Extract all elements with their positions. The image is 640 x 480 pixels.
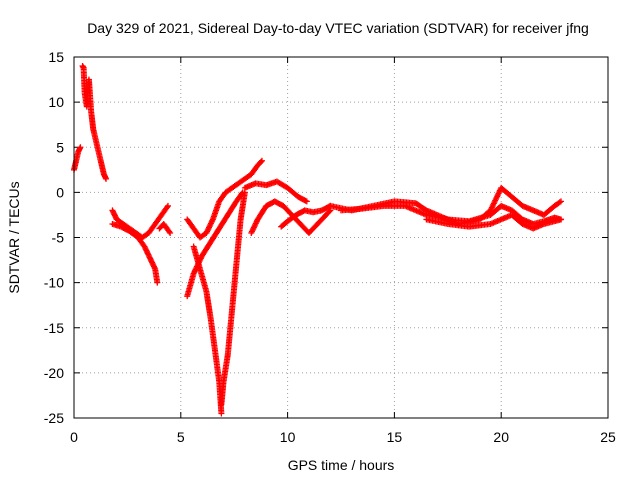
x-tick-label: 0 — [70, 429, 78, 445]
data-point-marker — [558, 198, 565, 205]
y-tick-label: 5 — [56, 139, 64, 155]
series-track-10 — [241, 178, 310, 205]
data-point-marker — [218, 410, 225, 417]
data-point-marker — [257, 158, 264, 165]
series-track-6 — [184, 157, 265, 241]
x-tick-label: 10 — [280, 429, 296, 445]
data-point-marker — [164, 204, 171, 211]
series-track-5 — [156, 220, 174, 236]
y-tick-label: -10 — [44, 275, 64, 291]
data-point-marker — [558, 216, 565, 223]
grid-layer — [74, 57, 608, 418]
y-tick-label: -20 — [44, 365, 64, 381]
series-track-1 — [71, 144, 84, 173]
data-point-marker — [103, 175, 110, 182]
chart-title: Day 329 of 2021, Sidereal Day-to-day VTE… — [87, 20, 589, 36]
x-tick-label: 20 — [493, 429, 509, 445]
x-tick-label: 25 — [600, 429, 616, 445]
data-point-marker — [556, 199, 563, 206]
x-axis-label: GPS time / hours — [288, 457, 395, 473]
series-track-9 — [218, 189, 248, 408]
tick-layer: 0 5 10 15 20 25 15 10 5 0 -5 -10 -15 -20 -25 — [44, 49, 616, 445]
y-tick-label: 15 — [48, 49, 64, 65]
series-track-2 — [79, 63, 110, 182]
data-point-marker — [154, 279, 161, 286]
plot-frame — [73, 56, 609, 419]
series-track-11 — [248, 198, 334, 236]
series-track-3 — [109, 202, 171, 241]
data-point-marker — [164, 202, 171, 209]
data-point-marker — [167, 229, 174, 236]
data-layer — [71, 63, 565, 417]
data-point-marker — [77, 144, 84, 151]
y-tick-label: -5 — [52, 230, 65, 246]
data-point-marker — [258, 157, 265, 164]
series-track-8 — [190, 243, 225, 417]
y-axis-label: SDTVAR / TECUs — [6, 181, 22, 293]
series-track-14 — [338, 202, 565, 227]
y-tick-label: -15 — [44, 320, 64, 336]
data-point-marker — [166, 228, 173, 235]
series-track-15 — [423, 211, 565, 232]
data-point-marker — [303, 198, 310, 205]
series-track-4 — [109, 220, 161, 286]
x-tick-label: 15 — [387, 429, 403, 445]
y-tick-label: 10 — [48, 94, 64, 110]
y-tick-label: 0 — [56, 184, 64, 200]
x-tick-label: 5 — [177, 429, 185, 445]
series-track-12 — [278, 202, 334, 230]
y-tick-label: -25 — [44, 410, 64, 426]
